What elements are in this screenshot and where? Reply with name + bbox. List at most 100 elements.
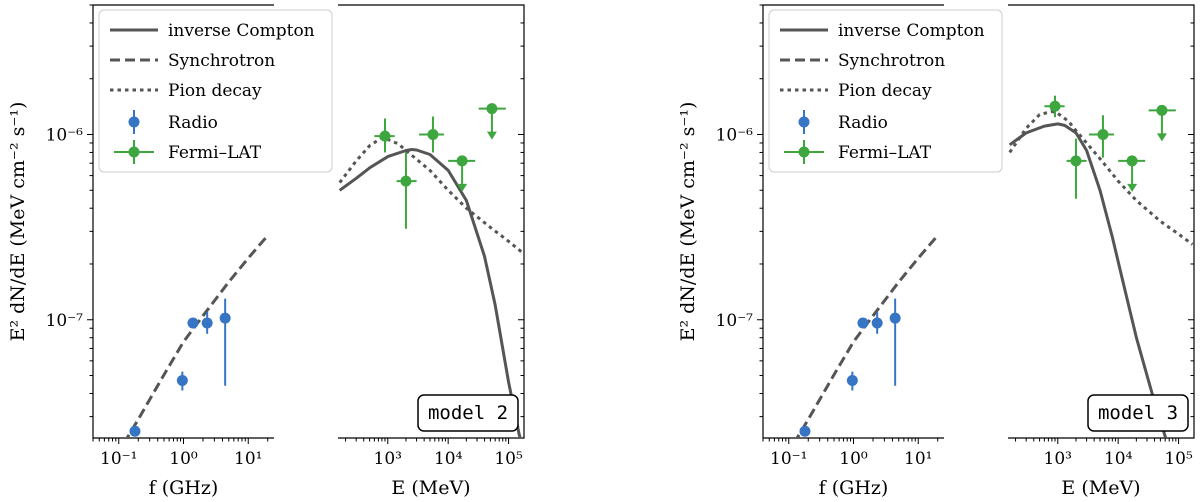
fermi-lat-marker xyxy=(456,155,468,167)
fermi-lat-point xyxy=(1089,115,1114,158)
pion-decay-curve xyxy=(1008,110,1194,246)
radio-point xyxy=(176,371,188,391)
pion-decay-curve xyxy=(338,136,524,254)
gamma-x-tick-label: 10⁵ xyxy=(494,449,523,469)
radio-x-tick-label: 10¹ xyxy=(234,449,262,469)
legend-swatch-fermi-marker xyxy=(128,146,140,158)
radio-marker xyxy=(799,425,811,437)
radio-x-tick-label: 10⁰ xyxy=(169,449,198,469)
legend-label: Radio xyxy=(838,113,888,133)
fermi-lat-point xyxy=(1066,138,1087,199)
upper-limit-arrow xyxy=(457,183,468,192)
fermi-lat-marker xyxy=(1049,100,1061,112)
fermi-lat-point xyxy=(448,155,476,192)
legend-box xyxy=(768,9,1003,173)
legend-swatch-radio-marker xyxy=(798,116,810,128)
fermi-lat-marker xyxy=(1126,155,1138,167)
radio-marker xyxy=(889,312,901,324)
radio-plot-area xyxy=(795,234,939,438)
gamma-xlabel: E (MeV) xyxy=(391,477,470,499)
gamma-plot-area xyxy=(1008,110,1194,438)
legend: inverse Compton Synchrotron Pion decay Radi… xyxy=(768,9,1003,173)
gamma-x-tick-label: 10⁴ xyxy=(434,449,463,469)
fermi-lat-point xyxy=(396,152,417,229)
inverse-compton-curve xyxy=(338,148,522,438)
legend-label: Radio xyxy=(168,113,218,133)
radio-marker xyxy=(187,317,199,329)
fermi-lat-marker xyxy=(427,128,439,140)
radio-point xyxy=(219,298,231,386)
legend-label: Pion decay xyxy=(838,81,932,101)
radio-point xyxy=(799,425,811,437)
model-label-box xyxy=(417,394,519,432)
gamma-x-tick-label: 10⁴ xyxy=(1104,449,1133,469)
radio-marker xyxy=(871,317,883,329)
legend-label: Fermi–LAT xyxy=(838,143,932,163)
gamma-x-tick-label: 10³ xyxy=(374,449,402,469)
legend-label: Synchrotron xyxy=(838,51,945,71)
gamma-axis-frame xyxy=(1008,4,1195,439)
fermi-lat-point xyxy=(478,103,506,140)
radio-xlabel: f (GHz) xyxy=(819,477,889,499)
legend-label: inverse Compton xyxy=(838,21,985,41)
fermi-lat-point xyxy=(1118,155,1146,192)
gamma-axis-frame xyxy=(338,4,525,439)
fermi-lat-point xyxy=(419,116,444,153)
radio-marker xyxy=(846,375,858,387)
legend-swatch-radio-marker xyxy=(128,116,140,128)
radio-marker xyxy=(219,312,231,324)
upper-limit-arrow xyxy=(1156,133,1167,142)
fermi-lat-marker xyxy=(1156,104,1168,116)
fermi-lat-marker xyxy=(1097,128,1109,140)
legend-label: inverse Compton xyxy=(168,21,315,41)
radio-plot-area xyxy=(125,234,269,438)
y-tick-label: 10⁻⁶ xyxy=(46,125,84,145)
radio-x-tick-label: 10⁰ xyxy=(839,449,868,469)
radio-point xyxy=(129,425,141,437)
model-label: model 3 xyxy=(1098,402,1178,424)
upper-limit-arrow xyxy=(486,131,497,140)
model-label-box xyxy=(1087,394,1189,432)
y-tick-label: 10⁻⁷ xyxy=(716,311,754,331)
panel-2: 10⁻⁷ 10⁻⁶ 10⁻¹ 10⁰ 10¹ f (GHz) 10³ 10⁴ 10⁵ E (MeV… xyxy=(677,4,1195,499)
fermi-lat-point xyxy=(374,118,395,153)
upper-limit-arrow xyxy=(1127,183,1138,192)
fermi-lat-marker xyxy=(486,103,498,115)
fermi-lat-point xyxy=(1044,95,1065,118)
legend-label: Pion decay xyxy=(168,81,262,101)
panel-1: 10⁻⁷ 10⁻⁶ 10⁻¹ 10⁰ 10¹ f (GHz) 10³ 10⁴ 10⁵ E (MeV… xyxy=(7,4,525,499)
legend-label: Fermi–LAT xyxy=(168,143,262,163)
y-axis-label: E² dN/dE (MeV cm⁻² s⁻¹) xyxy=(7,102,29,342)
y-tick-label: 10⁻⁶ xyxy=(716,125,754,145)
legend-label: Synchrotron xyxy=(168,51,275,71)
synchrotron-curve xyxy=(125,234,269,438)
synchrotron-curve xyxy=(795,234,939,438)
model-label: model 2 xyxy=(428,402,508,424)
radio-marker xyxy=(201,317,213,329)
radio-point xyxy=(889,298,901,386)
gamma-plot-area xyxy=(338,136,524,438)
fermi-lat-marker xyxy=(1070,155,1082,167)
fermi-lat-point xyxy=(1148,104,1176,142)
radio-xlabel: f (GHz) xyxy=(149,477,219,499)
radio-point xyxy=(201,312,213,334)
radio-point xyxy=(857,317,869,329)
legend-box xyxy=(98,9,333,173)
radio-x-tick-label: 10⁻¹ xyxy=(770,449,807,469)
y-axis-label: E² dN/dE (MeV cm⁻² s⁻¹) xyxy=(677,102,699,342)
gamma-x-tick-label: 10³ xyxy=(1044,449,1072,469)
legend-swatch-fermi-marker xyxy=(798,146,810,158)
legend: inverse Compton Synchrotron Pion decay Radi… xyxy=(98,9,333,173)
gamma-xlabel: E (MeV) xyxy=(1061,477,1140,499)
radio-marker xyxy=(176,375,188,387)
radio-x-tick-label: 10¹ xyxy=(904,449,932,469)
gamma-x-tick-label: 10⁵ xyxy=(1164,449,1193,469)
radio-point xyxy=(187,317,199,329)
fermi-lat-marker xyxy=(400,175,412,187)
radio-x-tick-label: 10⁻¹ xyxy=(100,449,137,469)
radio-marker xyxy=(129,425,141,437)
radio-point xyxy=(846,371,858,391)
inverse-compton-curve xyxy=(1008,122,1168,438)
radio-marker xyxy=(857,317,869,329)
